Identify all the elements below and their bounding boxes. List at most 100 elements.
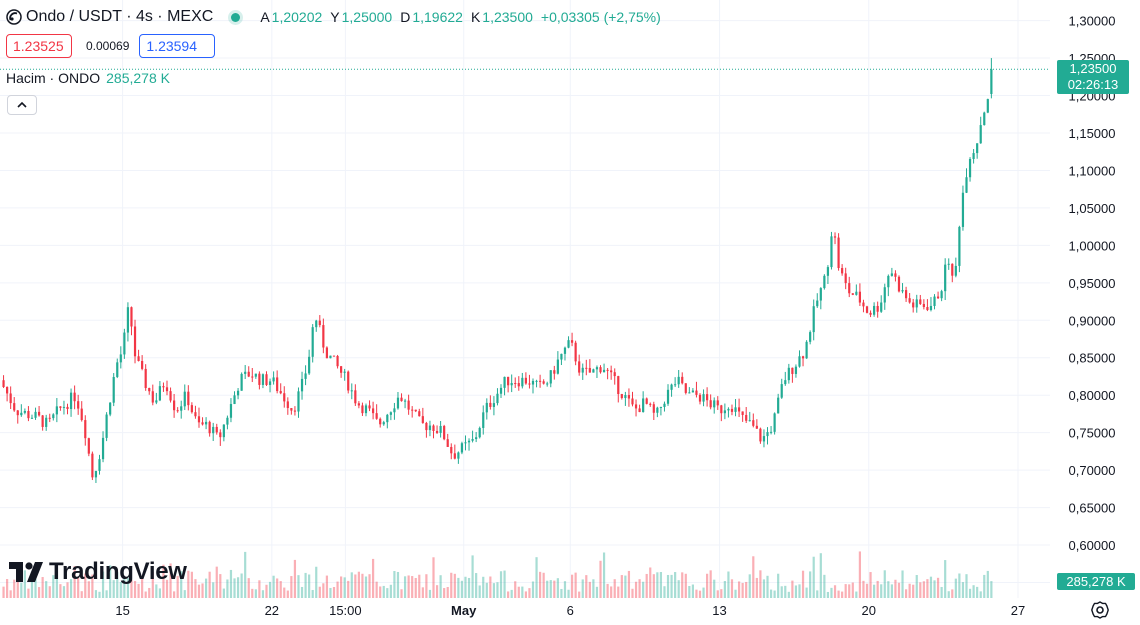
market-status-dot[interactable] [231, 12, 241, 22]
candle-body [723, 410, 726, 414]
volume-bar [386, 588, 389, 598]
candle-body [578, 361, 581, 373]
candle-body [6, 387, 9, 394]
volume-bar [592, 579, 595, 598]
volume-bar [460, 580, 464, 598]
volume-bar [578, 591, 581, 598]
candle-body [94, 470, 98, 478]
volume-bar [848, 584, 851, 598]
volume-bar [663, 586, 666, 598]
candle-body [467, 440, 471, 443]
volume-bar [936, 577, 940, 598]
candle-body [443, 425, 446, 440]
y-tick-label: 0,75000 [1069, 426, 1116, 441]
candle-body [233, 395, 236, 405]
candle-body [649, 403, 652, 405]
volume-bar [748, 574, 751, 598]
buy-button[interactable]: 1.23594 [139, 34, 216, 58]
volume-bar [755, 577, 758, 598]
candle-body [212, 426, 215, 434]
trade-buttons: 1.23525 0.00069 1.23594 [6, 34, 216, 58]
candle-body [972, 153, 975, 160]
volume-bar [421, 587, 424, 598]
candle-body [215, 426, 218, 433]
candle-body [340, 366, 343, 373]
candle-body [137, 356, 140, 362]
candle-body [41, 415, 44, 427]
candle-body [563, 347, 567, 354]
volume-legend[interactable]: Hacim · ONDO 285,278 K [6, 70, 170, 86]
candle-body [965, 177, 968, 193]
chevron-up-icon [17, 101, 27, 108]
y-tick-label: 1,10000 [1069, 163, 1116, 178]
candle-body [787, 367, 790, 381]
candle-body [23, 410, 26, 413]
candle-body [915, 299, 918, 308]
volume-value: 285,278 K [106, 70, 170, 86]
volume-bar [599, 560, 602, 598]
candle-body [176, 410, 179, 412]
open-key: A [260, 9, 270, 25]
volume-bar [254, 589, 257, 598]
volume-bar [524, 591, 527, 598]
candle-body [155, 400, 158, 403]
candle-body [805, 341, 808, 359]
candle-body [773, 413, 776, 432]
volume-bar [759, 570, 762, 598]
time-axis[interactable]: 15 22 15:00 May 6 13 20 27 [115, 603, 1025, 618]
volume-bars [2, 551, 993, 598]
volume-bar [904, 589, 908, 598]
symbol-title[interactable]: Ondo / USDT · 4s · MEXC [26, 8, 214, 25]
volume-bar [236, 577, 240, 598]
volume-bar [48, 586, 51, 598]
sell-button[interactable]: 1.23525 [6, 34, 72, 58]
volume-bar [897, 582, 901, 598]
candle-body [329, 355, 332, 359]
candle-body [560, 353, 563, 360]
volume-bar [251, 588, 254, 598]
volume-bar [784, 585, 787, 598]
candle-body [279, 391, 282, 394]
volume-bar [73, 566, 76, 598]
volume-bar [706, 573, 709, 598]
tradingview-logo[interactable]: TradingView [9, 558, 187, 586]
candle-body [425, 422, 428, 431]
candle-body [368, 405, 371, 409]
candle-body [322, 325, 325, 348]
volume-bar [297, 575, 300, 598]
volume-bar [130, 579, 133, 598]
candle-body [961, 192, 965, 227]
volume-bar [777, 573, 780, 598]
volume-bar [791, 580, 794, 598]
brand-name: TradingView [49, 558, 187, 585]
candle-body [84, 420, 87, 439]
candle-body [123, 332, 126, 355]
volume-bar [492, 583, 496, 598]
candle-body [830, 236, 833, 268]
price-axis[interactable]: 0,550000,600000,650000,700000,750000,800… [1069, 14, 1116, 591]
volume-bar [475, 573, 478, 598]
volume-bar [947, 591, 950, 598]
volume-bar [27, 588, 30, 598]
candle-body [883, 287, 886, 303]
ondo-logo-icon[interactable] [6, 9, 22, 25]
volume-bar [851, 582, 854, 598]
volume-bar [681, 572, 684, 598]
volume-bar [883, 570, 886, 598]
volume-bar [581, 579, 584, 598]
volume-bar [766, 575, 769, 598]
gear-icon[interactable] [1090, 600, 1110, 620]
candle-body [681, 376, 684, 384]
volume-bar [180, 571, 183, 598]
volume-bar [929, 576, 933, 598]
volume-bar [84, 573, 87, 598]
y-tick-label: 0,70000 [1069, 463, 1116, 478]
collapse-legend-button[interactable] [7, 95, 37, 115]
volume-bar [922, 581, 925, 598]
candle-body [638, 408, 641, 413]
volume-bar [393, 571, 396, 598]
volume-bar [457, 577, 460, 598]
volume-bar [336, 581, 339, 598]
candle-body [940, 291, 943, 299]
